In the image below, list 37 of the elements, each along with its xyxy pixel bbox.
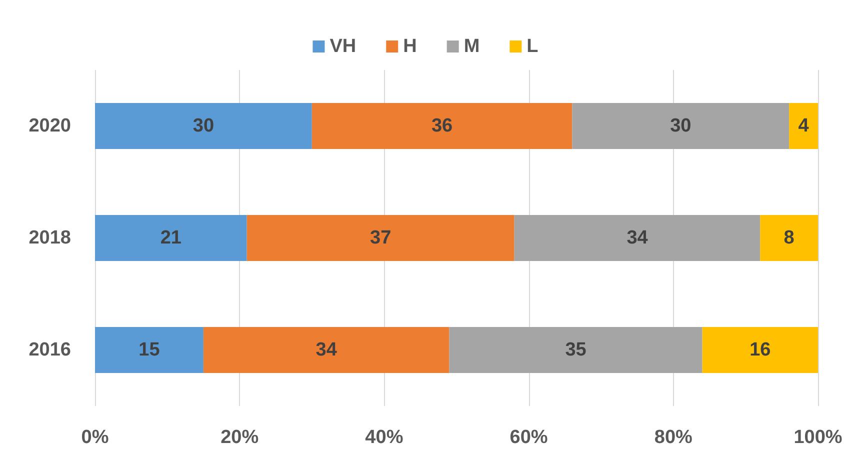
bar — [449, 327, 702, 373]
bar — [514, 215, 760, 261]
x-tick-label: 0% — [81, 427, 109, 448]
y-tick-label: 2020 — [28, 116, 71, 136]
data-label: 21 — [160, 228, 182, 248]
data-label: 30 — [192, 116, 214, 136]
bar — [572, 103, 790, 149]
data-label: 35 — [565, 340, 587, 360]
x-tick-label: 20% — [220, 427, 259, 448]
bar — [95, 327, 204, 373]
bar — [246, 215, 514, 261]
bar — [702, 327, 818, 373]
x-tick-label: 40% — [365, 427, 404, 448]
x-tick-label: 100% — [794, 427, 842, 448]
data-label: 30 — [670, 116, 692, 136]
data-label: 37 — [370, 228, 392, 248]
legend-label: VH — [330, 36, 356, 57]
legend-label: M — [464, 36, 480, 57]
y-tick-label: 2016 — [28, 340, 71, 360]
y-tick-label: 2018 — [28, 228, 71, 248]
data-label: 34 — [626, 228, 648, 248]
data-label: 16 — [750, 340, 771, 360]
bar — [789, 103, 818, 149]
legend-label: H — [403, 36, 417, 57]
data-label: 8 — [784, 228, 794, 248]
x-tick-label: 60% — [510, 427, 548, 448]
data-label: 4 — [798, 116, 810, 136]
data-label: 34 — [316, 340, 338, 360]
x-tick-label: 80% — [654, 427, 693, 448]
bar — [203, 327, 450, 373]
data-label: 15 — [138, 340, 160, 360]
bar — [312, 103, 572, 149]
bar — [95, 215, 247, 261]
legend-label: L — [526, 36, 539, 57]
data-label: 36 — [431, 116, 453, 136]
bar — [760, 215, 818, 261]
bar — [95, 103, 312, 149]
